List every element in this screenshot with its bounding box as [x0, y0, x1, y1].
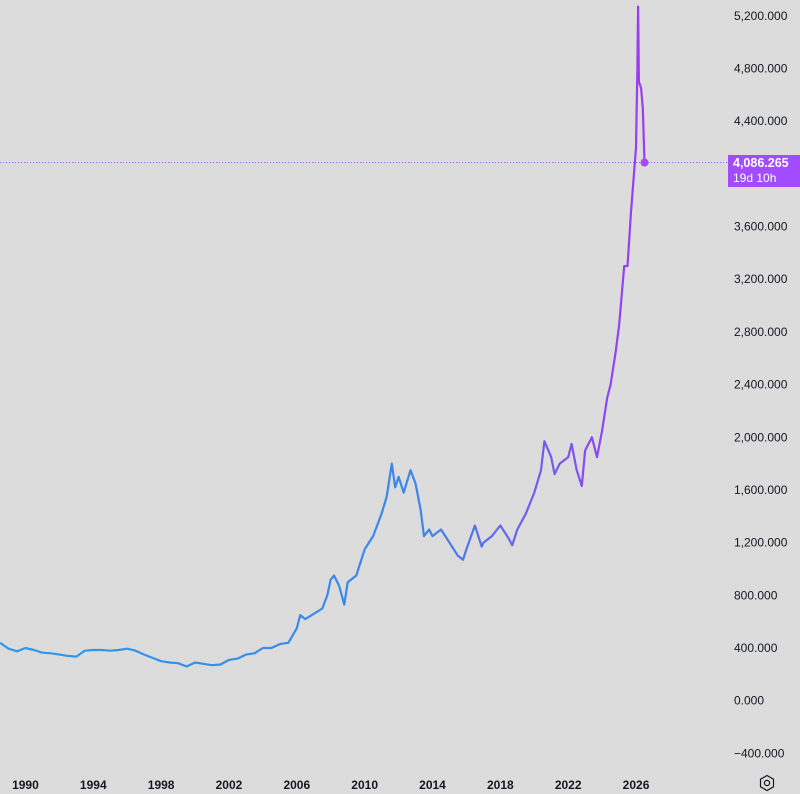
x-tick-label: 2006: [283, 778, 310, 792]
last-price-badge: 4,086.265 19d 10h: [728, 154, 800, 187]
x-tick-label: 2010: [351, 778, 378, 792]
last-price-point: [640, 158, 649, 167]
series-line: [0, 5, 646, 668]
y-tick-label: 2,000.000: [734, 430, 788, 444]
last-price-value: 4,086.265: [733, 155, 789, 170]
x-tick-label: 1990: [12, 778, 39, 792]
x-tick-label: 1998: [148, 778, 175, 792]
y-tick-label: 5,200.000: [734, 9, 788, 23]
x-tick-label: 2022: [555, 778, 582, 792]
bar-countdown: 19d 10h: [733, 170, 777, 185]
x-tick-label: 1994: [80, 778, 107, 792]
y-axis: −400.000 0.000 400.000 800.000 1,200.000 1,60…: [734, 9, 788, 761]
x-tick-label: 2018: [487, 778, 514, 792]
y-tick-label: 3,600.000: [734, 220, 788, 234]
gear-icon: [759, 774, 775, 792]
y-tick-label: −400.000: [734, 746, 785, 760]
y-tick-label: 4,400.000: [734, 114, 788, 128]
x-tick-label: 2026: [623, 778, 650, 792]
x-tick-label: 2002: [216, 778, 243, 792]
y-tick-label: 800.000: [734, 588, 778, 602]
y-tick-label: 1,200.000: [734, 536, 788, 550]
y-tick-label: 4,800.000: [734, 61, 788, 75]
y-tick-label: 400.000: [734, 641, 778, 655]
x-tick-label: 2014: [419, 778, 446, 792]
x-axis: 1990 1994 1998 2002 2006 2010 2014 2018 2022 2026: [12, 778, 650, 792]
y-tick-label: 2,800.000: [734, 325, 788, 339]
y-tick-label: 3,200.000: [734, 272, 788, 286]
y-tick-label: 1,600.000: [734, 483, 788, 497]
chart-settings-button[interactable]: [758, 774, 776, 792]
y-tick-label: 0.000: [734, 694, 764, 708]
y-tick-label: 2,400.000: [734, 378, 788, 392]
